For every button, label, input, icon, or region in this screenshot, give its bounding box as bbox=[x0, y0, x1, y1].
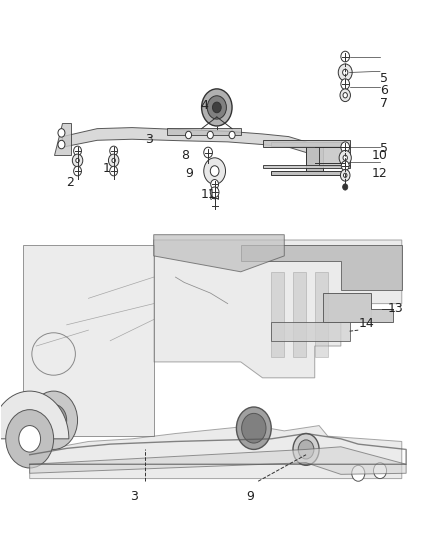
Circle shape bbox=[211, 180, 219, 189]
Circle shape bbox=[30, 391, 78, 449]
Polygon shape bbox=[271, 142, 341, 146]
Polygon shape bbox=[323, 293, 393, 322]
Circle shape bbox=[72, 154, 83, 167]
Circle shape bbox=[204, 147, 212, 158]
FancyBboxPatch shape bbox=[25, 200, 404, 487]
Text: 3: 3 bbox=[145, 133, 153, 146]
Circle shape bbox=[74, 146, 81, 156]
Text: 6: 6 bbox=[381, 84, 389, 97]
Circle shape bbox=[343, 69, 348, 76]
Circle shape bbox=[343, 173, 347, 177]
Text: 14: 14 bbox=[359, 317, 375, 330]
Circle shape bbox=[74, 166, 81, 176]
Circle shape bbox=[6, 410, 53, 468]
Polygon shape bbox=[154, 235, 284, 272]
Circle shape bbox=[204, 158, 226, 184]
Circle shape bbox=[207, 131, 213, 139]
Text: 5: 5 bbox=[380, 142, 389, 155]
Circle shape bbox=[112, 158, 116, 163]
Polygon shape bbox=[271, 322, 350, 341]
Polygon shape bbox=[53, 123, 71, 155]
Polygon shape bbox=[62, 127, 315, 155]
Circle shape bbox=[76, 158, 79, 163]
Circle shape bbox=[343, 155, 347, 160]
Text: 2: 2 bbox=[66, 176, 74, 189]
Circle shape bbox=[210, 200, 219, 211]
Circle shape bbox=[109, 154, 119, 167]
Circle shape bbox=[58, 128, 65, 137]
Circle shape bbox=[339, 150, 351, 165]
Circle shape bbox=[41, 405, 67, 436]
Polygon shape bbox=[319, 147, 350, 166]
Circle shape bbox=[343, 184, 348, 190]
Circle shape bbox=[352, 465, 365, 481]
Text: 12: 12 bbox=[372, 167, 388, 180]
Circle shape bbox=[338, 64, 352, 81]
Polygon shape bbox=[315, 272, 328, 357]
Polygon shape bbox=[154, 240, 402, 378]
Polygon shape bbox=[167, 127, 241, 135]
Text: 1: 1 bbox=[103, 163, 111, 175]
Circle shape bbox=[374, 463, 387, 479]
Polygon shape bbox=[241, 245, 402, 290]
Circle shape bbox=[341, 142, 350, 152]
Text: 9: 9 bbox=[247, 490, 254, 503]
Circle shape bbox=[242, 414, 266, 443]
Polygon shape bbox=[293, 272, 306, 357]
Polygon shape bbox=[30, 425, 402, 479]
Circle shape bbox=[19, 425, 41, 452]
Circle shape bbox=[340, 169, 350, 181]
Circle shape bbox=[110, 166, 117, 176]
Polygon shape bbox=[262, 165, 350, 168]
Polygon shape bbox=[271, 272, 284, 357]
Text: 10: 10 bbox=[372, 149, 388, 161]
Text: 11: 11 bbox=[200, 189, 216, 201]
Text: 8: 8 bbox=[181, 149, 190, 161]
Circle shape bbox=[340, 89, 350, 102]
Text: 9: 9 bbox=[185, 167, 193, 180]
Text: 5: 5 bbox=[380, 72, 389, 85]
Circle shape bbox=[207, 96, 226, 119]
Circle shape bbox=[341, 161, 349, 171]
Text: 13: 13 bbox=[387, 302, 403, 316]
Polygon shape bbox=[271, 171, 341, 175]
Circle shape bbox=[298, 440, 314, 459]
Circle shape bbox=[201, 89, 232, 126]
Text: 3: 3 bbox=[130, 490, 138, 503]
Polygon shape bbox=[306, 146, 323, 171]
Circle shape bbox=[110, 146, 117, 156]
Circle shape bbox=[210, 187, 219, 198]
Polygon shape bbox=[30, 447, 406, 474]
Circle shape bbox=[185, 131, 191, 139]
Circle shape bbox=[341, 51, 350, 62]
Circle shape bbox=[210, 166, 219, 176]
Circle shape bbox=[341, 79, 350, 90]
Circle shape bbox=[212, 102, 221, 113]
Circle shape bbox=[237, 407, 271, 449]
Polygon shape bbox=[262, 140, 350, 147]
Circle shape bbox=[58, 140, 65, 149]
Polygon shape bbox=[23, 245, 154, 436]
Circle shape bbox=[229, 131, 235, 139]
Wedge shape bbox=[0, 391, 69, 439]
Circle shape bbox=[343, 93, 347, 98]
Circle shape bbox=[211, 193, 219, 203]
Text: 4: 4 bbox=[201, 99, 208, 112]
Text: 7: 7 bbox=[380, 96, 389, 110]
Circle shape bbox=[293, 433, 319, 465]
